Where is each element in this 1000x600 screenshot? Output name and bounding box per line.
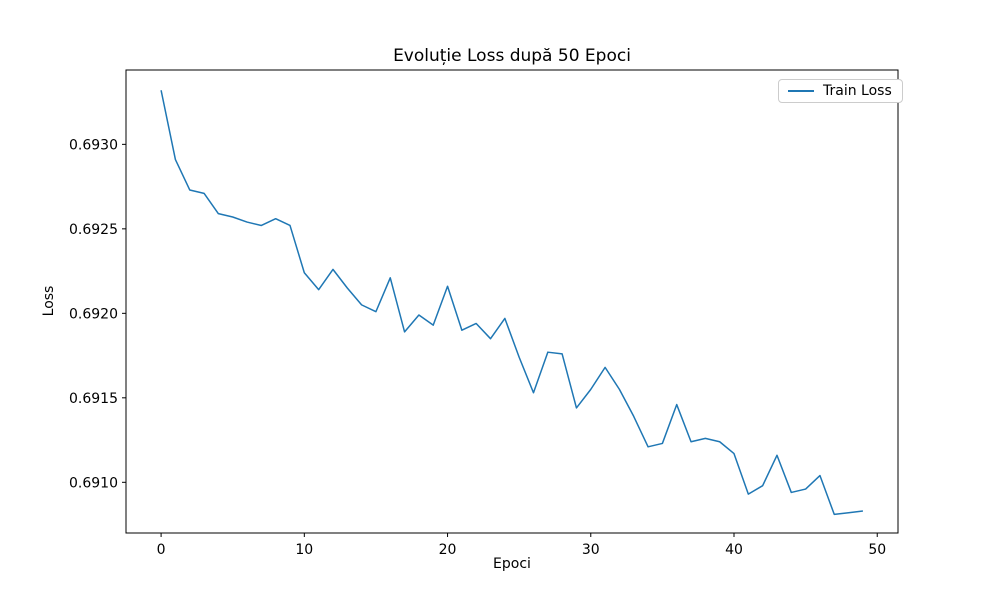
x-tick-label: 10 [295,542,313,558]
x-tick-label: 20 [439,542,457,558]
y-axis-label: Loss [41,285,57,317]
y-tick-label: 0.6915 [69,391,118,407]
x-tick-label: 40 [725,542,743,558]
legend-line-sample [788,90,814,92]
y-tick-label: 0.6925 [69,222,118,238]
legend-label: Train Loss [823,83,892,99]
y-tick-label: 0.6930 [69,137,118,153]
x-tick-label: 0 [157,542,166,558]
chart-title: Evoluție Loss după 50 Epoci [393,46,631,66]
x-tick-label: 30 [582,542,600,558]
y-tick-label: 0.6910 [69,475,118,491]
train-loss-line [160,90,863,516]
legend: Train Loss [778,79,903,103]
axes-frame [125,69,899,534]
x-tick-label: 50 [868,542,886,558]
y-tick-label: 0.6920 [69,306,118,322]
x-axis-label: Epoci [493,556,531,572]
